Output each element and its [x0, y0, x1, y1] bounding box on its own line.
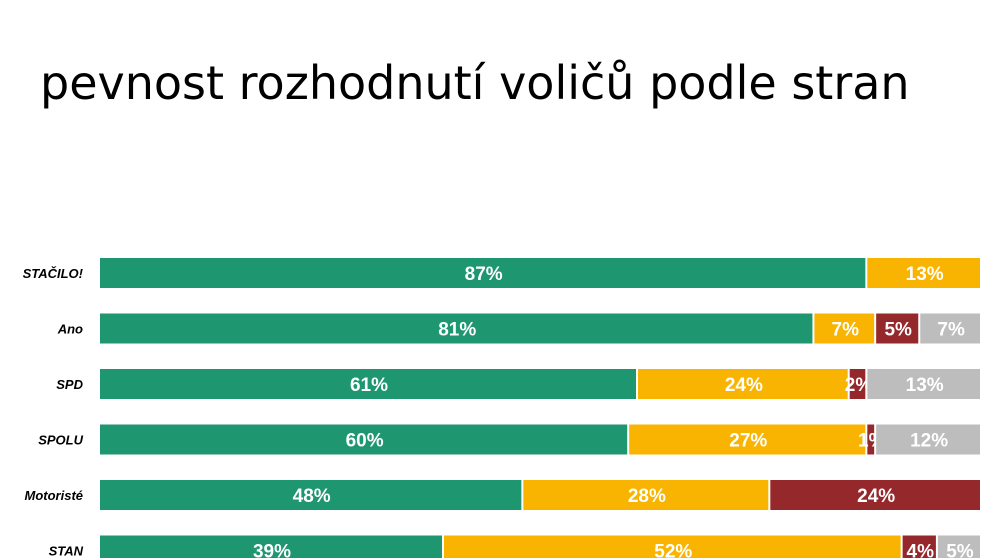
bar-segment — [867, 424, 875, 455]
bar-segment — [100, 313, 813, 344]
bar-segment — [867, 369, 980, 399]
bar-segment — [100, 480, 522, 510]
data-label: 39% — [253, 542, 291, 558]
bar-segment — [770, 480, 980, 510]
bar-segment — [937, 535, 980, 558]
bar-segment — [100, 258, 866, 288]
bar-segment — [100, 424, 628, 455]
data-label: 27% — [729, 431, 767, 452]
bar-segment — [523, 480, 769, 510]
data-label: 7% — [937, 320, 965, 341]
bar-segment — [814, 313, 875, 344]
data-label: 13% — [906, 264, 944, 285]
bar-segment — [849, 369, 866, 399]
data-label: 5% — [946, 542, 974, 558]
bar-segment — [920, 313, 980, 344]
data-label: 52% — [654, 542, 692, 558]
data-label: 48% — [293, 486, 331, 507]
data-label: 60% — [346, 431, 384, 452]
data-label: 13% — [906, 375, 944, 396]
category-label: Motoristé — [25, 488, 84, 503]
chart-title: pevnost rozhodnutí voličů podle stran — [40, 56, 910, 110]
bar-segment — [876, 424, 980, 455]
category-label: STAČILO! — [23, 266, 84, 281]
bar-segment — [100, 535, 442, 558]
bar-segment — [100, 369, 637, 399]
data-label: 81% — [438, 320, 476, 341]
bar-segment — [638, 369, 848, 399]
data-label: 87% — [465, 264, 503, 285]
data-label: 24% — [725, 375, 763, 396]
bar-segment — [867, 258, 980, 288]
category-label: SPOLU — [38, 433, 83, 448]
bar-segment — [443, 535, 901, 558]
data-label: 4% — [907, 542, 935, 558]
data-label: 12% — [910, 431, 948, 452]
category-label: STAN — [49, 544, 84, 558]
category-label: Ano — [57, 322, 83, 337]
data-label: 24% — [857, 486, 895, 507]
bar-segment — [876, 313, 919, 344]
bar-segment — [902, 535, 936, 558]
bar-segment — [629, 424, 866, 455]
data-label: 28% — [628, 486, 666, 507]
data-label: 61% — [350, 375, 388, 396]
data-label: 5% — [884, 320, 912, 341]
data-label: 2% — [845, 375, 873, 396]
data-label: 7% — [832, 320, 860, 341]
category-label: SPD — [56, 377, 83, 392]
